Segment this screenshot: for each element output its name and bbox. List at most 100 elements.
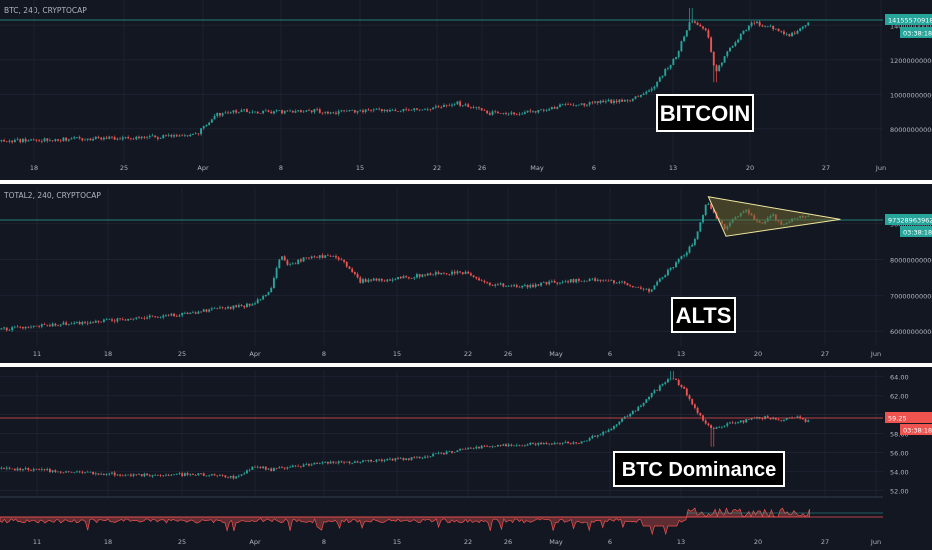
candle-body <box>461 272 464 274</box>
symmetrical-triangle[interactable] <box>707 196 841 237</box>
candle-body <box>351 110 354 111</box>
candle-body <box>194 133 197 135</box>
candle-body <box>518 113 521 115</box>
candle-body <box>240 305 243 307</box>
candle-body <box>761 25 764 27</box>
candle-body <box>224 475 227 478</box>
candle-body <box>78 471 81 473</box>
candle-body <box>621 418 623 422</box>
candle-body <box>92 138 95 141</box>
candle-body <box>683 386 686 389</box>
candle-body <box>607 280 610 282</box>
candle-body <box>424 456 426 458</box>
candle-body <box>502 444 505 446</box>
candle-body <box>750 22 753 26</box>
candle-body <box>437 452 440 454</box>
annotation-label-text: BITCOIN <box>660 101 750 126</box>
candle-body <box>410 278 413 279</box>
candle-body <box>456 271 459 274</box>
candle-body <box>513 285 516 287</box>
candle-body <box>699 222 702 232</box>
dominance-panel[interactable]: 64.0062.0060.0058.0056.0054.0052.0011182… <box>0 370 932 546</box>
candle-body <box>658 278 661 282</box>
candle-body <box>332 461 335 463</box>
candle-body <box>272 467 275 471</box>
candle-body <box>405 458 408 461</box>
candle-body <box>51 323 54 327</box>
candle-body <box>278 110 281 111</box>
candle-body <box>154 135 157 138</box>
candle-body <box>488 446 491 448</box>
candle-body <box>213 115 216 120</box>
candle-body <box>197 473 200 476</box>
candle-body <box>299 466 302 468</box>
candle-body <box>156 316 159 318</box>
candle-body <box>467 271 470 274</box>
candle-body <box>513 445 516 447</box>
x-tick-label: Apr <box>249 350 261 358</box>
candle-body <box>13 139 16 143</box>
candle-body <box>308 110 310 111</box>
annotation-label-text: ALTS <box>676 303 732 328</box>
candle-body <box>774 417 777 420</box>
candle-body <box>86 322 89 324</box>
candle-body <box>499 283 502 285</box>
candle-body <box>653 390 656 393</box>
candle-body <box>731 422 734 424</box>
candle-body <box>610 99 613 103</box>
candle-body <box>240 474 243 476</box>
candle-body <box>788 33 791 37</box>
candle-body <box>302 464 305 467</box>
candle-body <box>326 111 329 114</box>
candle-body <box>70 472 73 473</box>
candle-body <box>696 231 699 240</box>
candle-body <box>81 471 84 473</box>
candle-body <box>186 312 189 315</box>
candle-body <box>262 110 265 114</box>
candle-body <box>111 136 113 138</box>
candle-body <box>3 327 5 329</box>
candle-body <box>316 462 319 464</box>
candle-body <box>801 26 804 29</box>
candle-body <box>521 285 524 288</box>
candle-body <box>607 429 610 432</box>
x-tick-label: 22 <box>464 538 472 546</box>
alts-panel[interactable]: TOTAL2, 240, CRYPTOCAP 90000000000800000… <box>0 188 932 358</box>
candle-body <box>650 88 653 91</box>
candle-body <box>237 475 240 477</box>
candle-body <box>594 278 597 281</box>
candle-body <box>111 319 113 321</box>
candle-body <box>575 442 578 444</box>
candle-body <box>702 215 704 223</box>
candle-body <box>205 475 208 477</box>
candle-body <box>275 110 278 112</box>
bar-countdown-value: 03:38:18 <box>903 30 932 38</box>
candle-body <box>237 111 240 113</box>
candle-body <box>156 475 159 476</box>
x-tick-label: Jun <box>875 164 886 172</box>
candle-body <box>440 452 443 454</box>
candle-body <box>456 101 459 105</box>
candle-body <box>248 303 251 306</box>
candle-body <box>569 104 572 106</box>
btc-panel[interactable]: BTC, 240, CRYPTOCAP 140000000000 12000000… <box>0 0 932 172</box>
candle-body <box>232 110 235 113</box>
candle-body <box>537 442 540 445</box>
candle-body <box>321 112 324 114</box>
candle-body <box>362 460 364 463</box>
candle-body <box>559 443 561 444</box>
candle-body <box>534 443 537 445</box>
candle-body <box>391 109 394 111</box>
candle-body <box>583 440 586 442</box>
candle-body <box>48 325 51 327</box>
candle-body <box>693 21 696 23</box>
candle-body <box>467 447 470 450</box>
candle-body <box>494 446 497 448</box>
candle-body <box>545 442 548 444</box>
candle-body <box>30 139 32 141</box>
candle-body <box>264 294 267 297</box>
candle-body <box>11 468 14 470</box>
candle-body <box>43 324 46 325</box>
candle-body <box>146 473 149 476</box>
candle-body <box>210 474 213 476</box>
